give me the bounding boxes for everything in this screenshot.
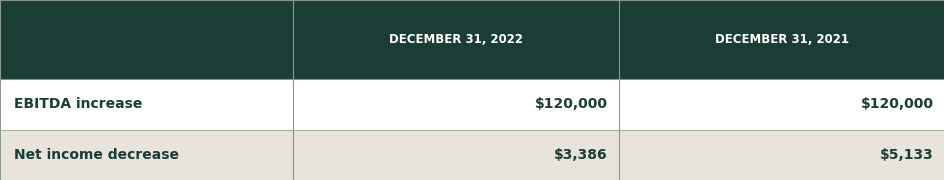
Text: $120,000: $120,000 (860, 97, 933, 111)
Bar (293, 0, 618, 79)
Bar (293, 79, 618, 130)
Text: DECEMBER 31, 2022: DECEMBER 31, 2022 (389, 33, 522, 46)
Bar (618, 79, 944, 130)
Text: $5,133: $5,133 (879, 148, 933, 162)
Bar (0, 0, 293, 79)
Bar (618, 130, 944, 180)
Bar (0, 79, 293, 130)
Text: DECEMBER 31, 2021: DECEMBER 31, 2021 (715, 33, 848, 46)
Bar (293, 130, 618, 180)
Text: EBITDA increase: EBITDA increase (14, 97, 143, 111)
Bar (618, 0, 944, 79)
Text: Net income decrease: Net income decrease (14, 148, 179, 162)
Text: $120,000: $120,000 (534, 97, 607, 111)
Bar (0, 130, 293, 180)
Text: $3,386: $3,386 (553, 148, 607, 162)
